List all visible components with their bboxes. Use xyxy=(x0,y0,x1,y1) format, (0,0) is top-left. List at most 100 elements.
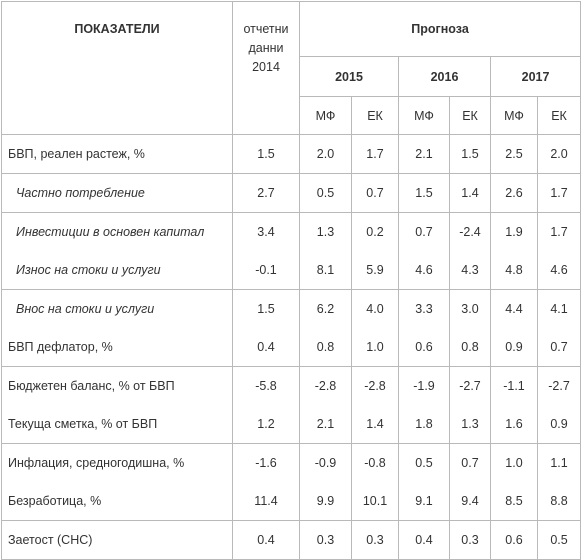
value-mf-2017: 1.0 xyxy=(490,443,538,482)
value-ek-2017: 0.7 xyxy=(536,328,582,367)
table-row: Текуща сметка, % от БВП 1.2 2.1 1.4 1.8 … xyxy=(1,405,582,444)
table-row: Внос на стоки и услуги 1.5 6.2 4.0 3.3 3… xyxy=(1,289,582,328)
value-reported: 11.4 xyxy=(232,482,300,521)
value-mf-2017: 2.6 xyxy=(490,173,538,213)
value-mf-2016: 0.4 xyxy=(398,520,450,560)
value-mf-2016: 2.1 xyxy=(398,134,450,174)
value-ek-2015: 4.0 xyxy=(351,289,399,328)
header-year-2017: 2017 xyxy=(489,56,582,97)
header-source-ek-2016: ЕК xyxy=(449,96,491,135)
value-ek-2016: 1.5 xyxy=(449,134,491,174)
value-mf-2015: 2.0 xyxy=(299,134,352,174)
value-ek-2016: 0.8 xyxy=(449,328,491,367)
value-reported: 2.7 xyxy=(232,173,300,213)
value-ek-2015: 1.0 xyxy=(351,328,399,367)
table-row: БВП дефлатор, % 0.4 0.8 1.0 0.6 0.8 0.9 … xyxy=(1,328,582,367)
table-row: Бюджетен баланс, % от БВП -5.8 -2.8 -2.8… xyxy=(1,366,582,405)
value-mf-2016: 4.6 xyxy=(398,251,450,290)
value-ek-2017: -2.7 xyxy=(536,366,582,405)
value-reported: 1.5 xyxy=(232,289,300,328)
header-source-mf-2017: МФ xyxy=(490,96,538,135)
value-mf-2015: 9.9 xyxy=(299,482,352,521)
value-mf-2016: 0.6 xyxy=(398,328,450,367)
header-reported-line1: отчетни xyxy=(243,22,289,36)
header-reported-line3: 2014 xyxy=(252,60,280,74)
table-row: БВП, реален растеж, % 1.5 2.0 1.7 2.1 1.… xyxy=(1,134,582,174)
row-label: Заетост (СНС) xyxy=(1,520,233,560)
header-reported-2014: отчетни данни 2014 xyxy=(232,1,300,135)
value-ek-2015: 0.2 xyxy=(351,212,399,251)
row-label: Износ на стоки и услуги xyxy=(1,251,233,290)
value-mf-2015: 1.3 xyxy=(299,212,352,251)
value-reported: 0.4 xyxy=(232,328,300,367)
value-reported: 0.4 xyxy=(232,520,300,560)
table-row: Инфлация, средногодишна, % -1.6 -0.9 -0.… xyxy=(1,443,582,482)
header-source-mf-2015: МФ xyxy=(299,96,352,135)
value-ek-2016: 3.0 xyxy=(449,289,491,328)
value-mf-2017: 0.9 xyxy=(490,328,538,367)
row-label: Текуща сметка, % от БВП xyxy=(1,405,233,444)
value-mf-2015: 0.5 xyxy=(299,173,352,213)
value-mf-2017: 0.6 xyxy=(490,520,538,560)
value-mf-2016: 1.5 xyxy=(398,173,450,213)
value-mf-2016: 0.5 xyxy=(398,443,450,482)
value-reported: -1.6 xyxy=(232,443,300,482)
header-reported-line2: данни xyxy=(248,41,284,55)
value-mf-2015: 0.8 xyxy=(299,328,352,367)
value-mf-2016: -1.9 xyxy=(398,366,450,405)
value-ek-2016: 1.4 xyxy=(449,173,491,213)
value-mf-2015: 0.3 xyxy=(299,520,352,560)
value-ek-2016: 0.3 xyxy=(449,520,491,560)
row-label: БВП, реален растеж, % xyxy=(1,134,233,174)
value-ek-2017: 0.5 xyxy=(536,520,582,560)
value-mf-2015: 2.1 xyxy=(299,405,352,444)
value-ek-2016: 1.3 xyxy=(449,405,491,444)
header-indicators: ПОКАЗАТЕЛИ xyxy=(1,1,233,135)
value-ek-2017: 1.1 xyxy=(536,443,582,482)
value-ek-2017: 0.9 xyxy=(536,405,582,444)
row-label: БВП дефлатор, % xyxy=(1,328,233,367)
row-label: Частно потребление xyxy=(1,173,233,213)
value-ek-2015: 1.7 xyxy=(351,134,399,174)
row-label: Бюджетен баланс, % от БВП xyxy=(1,366,233,405)
row-label: Инвестиции в основен капитал xyxy=(1,212,233,251)
header-source-ek-2015: ЕК xyxy=(351,96,399,135)
value-ek-2015: 5.9 xyxy=(351,251,399,290)
value-reported: 1.5 xyxy=(232,134,300,174)
value-mf-2017: 8.5 xyxy=(490,482,538,521)
value-mf-2016: 9.1 xyxy=(398,482,450,521)
value-ek-2016: -2.7 xyxy=(449,366,491,405)
value-ek-2015: -2.8 xyxy=(351,366,399,405)
value-ek-2017: 1.7 xyxy=(536,212,582,251)
row-label: Внос на стоки и услуги xyxy=(1,289,233,328)
value-mf-2015: -2.8 xyxy=(299,366,352,405)
value-mf-2017: 1.9 xyxy=(490,212,538,251)
value-mf-2016: 0.7 xyxy=(398,212,450,251)
value-mf-2017: -1.1 xyxy=(490,366,538,405)
value-mf-2015: 8.1 xyxy=(299,251,352,290)
header-year-2015: 2015 xyxy=(299,56,399,97)
value-mf-2017: 1.6 xyxy=(490,405,538,444)
table-row: Частно потребление 2.7 0.5 0.7 1.5 1.4 2… xyxy=(1,173,582,213)
value-mf-2015: 6.2 xyxy=(299,289,352,328)
table-row: Износ на стоки и услуги -0.1 8.1 5.9 4.6… xyxy=(1,251,582,290)
value-ek-2016: 0.7 xyxy=(449,443,491,482)
value-mf-2015: -0.9 xyxy=(299,443,352,482)
header-year-2016: 2016 xyxy=(398,56,491,97)
value-ek-2015: 0.7 xyxy=(351,173,399,213)
value-ek-2015: 10.1 xyxy=(351,482,399,521)
value-ek-2017: 4.6 xyxy=(536,251,582,290)
value-mf-2017: 4.8 xyxy=(490,251,538,290)
row-label: Инфлация, средногодишна, % xyxy=(1,443,233,482)
header-source-mf-2016: МФ xyxy=(398,96,450,135)
value-ek-2015: -0.8 xyxy=(351,443,399,482)
table-row: Безработица, % 11.4 9.9 10.1 9.1 9.4 8.5… xyxy=(1,482,582,521)
value-ek-2015: 1.4 xyxy=(351,405,399,444)
value-mf-2016: 3.3 xyxy=(398,289,450,328)
value-ek-2017: 2.0 xyxy=(536,134,582,174)
value-mf-2017: 4.4 xyxy=(490,289,538,328)
value-ek-2015: 0.3 xyxy=(351,520,399,560)
value-reported: 1.2 xyxy=(232,405,300,444)
